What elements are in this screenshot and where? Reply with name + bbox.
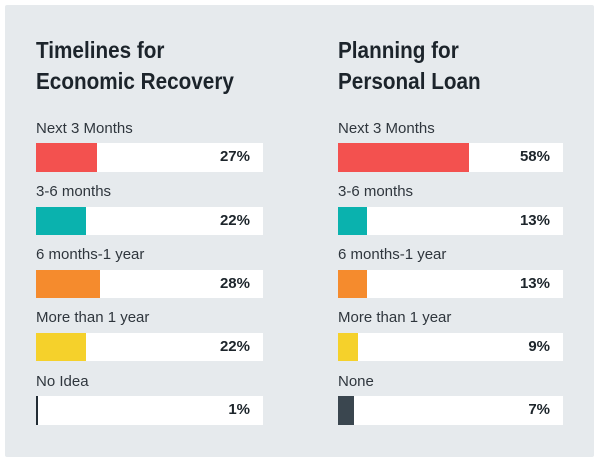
bar-fill [338, 332, 359, 362]
bar-fill [36, 269, 100, 299]
chart-card: Timelines for Economic Recovery Next 3 M… [5, 5, 594, 457]
bar-label: 6 months-1 year [338, 246, 447, 264]
bar-track: 7% [338, 396, 563, 425]
bar-row: 6 months-1 year 13% [338, 239, 563, 302]
bar-fill [338, 269, 368, 299]
bar-row: None 7% [338, 365, 563, 428]
bar-row: Next 3 Months 58% [338, 112, 563, 175]
bar-label: More than 1 year [338, 309, 452, 327]
bar-track: 13% [338, 269, 563, 299]
bar-rows: Next 3 Months 58% 3-6 months 13% 6 month… [338, 112, 563, 428]
bar-label: 3-6 months [36, 183, 112, 201]
bar-value: 1% [228, 401, 250, 419]
bar-row: 3-6 months 13% [338, 176, 563, 239]
panel-personal-loan: Planning for Personal Loan Next 3 Months… [338, 5, 563, 456]
bar-track: 9% [338, 332, 563, 362]
bar-value: 22% [219, 211, 250, 229]
bar-fill [338, 396, 354, 425]
bar-fill [36, 332, 86, 362]
bar-label: Next 3 Months [36, 119, 133, 137]
bar-track: 1% [36, 396, 263, 425]
panel-title: Timelines for Economic Recovery [36, 37, 234, 94]
bar-track: 13% [338, 206, 563, 236]
bar-row: 6 months-1 year 28% [36, 239, 263, 302]
bar-value: 9% [528, 337, 550, 355]
bar-fill [36, 206, 86, 236]
bar-row: Next 3 Months 27% [36, 112, 263, 175]
bar-row: More than 1 year 22% [36, 302, 263, 365]
bar-rows: Next 3 Months 27% 3-6 months 22% 6 month… [36, 112, 263, 428]
bar-label: No Idea [36, 372, 89, 390]
bar-track: 27% [36, 143, 263, 172]
panel-title: Planning for Personal Loan [338, 37, 481, 94]
bar-value: 58% [519, 148, 550, 166]
bar-track: 22% [36, 332, 263, 362]
bar-track: 58% [338, 143, 563, 172]
bar-label: 6 months-1 year [36, 246, 145, 264]
bar-track: 22% [36, 206, 263, 236]
bar-row: No Idea 1% [36, 365, 263, 428]
bar-row: More than 1 year 9% [338, 302, 563, 365]
bar-value: 7% [528, 401, 550, 419]
bar-value: 13% [519, 274, 550, 292]
bar-fill [36, 143, 98, 172]
bar-value: 13% [519, 211, 550, 229]
bar-value: 28% [219, 274, 250, 292]
bar-label: None [338, 372, 374, 390]
bar-fill [338, 143, 469, 172]
bar-value: 27% [219, 148, 250, 166]
bar-fill [36, 396, 39, 425]
bar-track: 28% [36, 269, 263, 299]
bar-fill [338, 206, 368, 236]
panel-economic-recovery: Timelines for Economic Recovery Next 3 M… [36, 5, 263, 456]
bar-row: 3-6 months 22% [36, 176, 263, 239]
bar-label: More than 1 year [36, 309, 150, 327]
bar-value: 22% [219, 337, 250, 355]
bar-label: Next 3 Months [338, 119, 435, 137]
bar-label: 3-6 months [338, 183, 414, 201]
